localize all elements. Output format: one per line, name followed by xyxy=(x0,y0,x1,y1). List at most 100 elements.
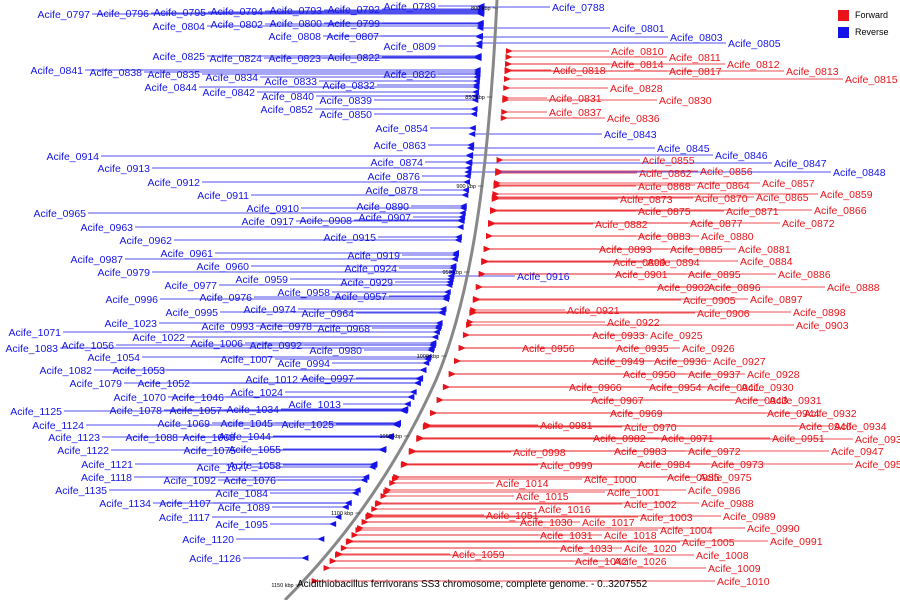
gene-label[interactable]: Acife_1012 xyxy=(245,374,298,386)
gene-label[interactable]: Acife_0893 xyxy=(599,244,652,256)
gene-label[interactable]: Acife_1125 xyxy=(10,406,62,418)
forward-gene-feature[interactable] xyxy=(505,54,513,60)
gene-label[interactable]: Acife_1010 xyxy=(717,576,770,588)
gene-label[interactable]: Acife_1056 xyxy=(61,340,114,352)
forward-gene-feature[interactable] xyxy=(366,512,374,518)
gene-label[interactable]: Acife_0914 xyxy=(46,151,99,163)
gene-label[interactable]: Acife_1022 xyxy=(132,332,185,344)
gene-label[interactable]: Acife_0845 xyxy=(657,143,710,155)
gene-label[interactable]: Acife_0811 xyxy=(669,52,721,64)
gene-label[interactable]: Acife_0862 xyxy=(639,168,692,180)
gene-label[interactable]: Acife_0988 xyxy=(701,498,754,510)
gene-label[interactable]: Acife_0997 xyxy=(301,373,354,385)
gene-label[interactable]: Acife_1017 xyxy=(582,517,635,529)
forward-gene-feature[interactable] xyxy=(335,551,343,557)
gene-label[interactable]: Acife_0818 xyxy=(553,65,606,77)
reverse-gene-feature[interactable] xyxy=(470,111,478,117)
gene-label[interactable]: Acife_0984 xyxy=(638,459,691,471)
gene-label[interactable]: Acife_0981 xyxy=(540,420,593,432)
forward-gene-feature[interactable] xyxy=(462,332,470,338)
reverse-gene-feature[interactable] xyxy=(470,106,478,112)
gene-label[interactable]: Acife_0947 xyxy=(831,446,884,458)
gene-label[interactable]: Acife_1031 xyxy=(540,530,593,542)
gene-label[interactable]: Acife_1054 xyxy=(87,352,140,364)
gene-label[interactable]: Acife_1089 xyxy=(217,502,270,514)
reverse-gene-feature[interactable] xyxy=(465,159,473,165)
gene-label[interactable]: Acife_0795 xyxy=(153,7,206,19)
forward-gene-feature[interactable] xyxy=(481,259,489,265)
gene-label[interactable]: Acife_0968 xyxy=(317,323,370,335)
gene-label[interactable]: Acife_0959 xyxy=(235,274,288,286)
gene-label[interactable]: Acife_0876 xyxy=(367,171,420,183)
gene-label[interactable]: Acife_0952 xyxy=(855,459,900,471)
gene-label[interactable]: Acife_0916 xyxy=(517,271,570,283)
gene-label[interactable]: Acife_1001 xyxy=(607,487,660,499)
gene-label[interactable]: Acife_0834 xyxy=(205,72,258,84)
gene-label[interactable]: Acife_1134 xyxy=(99,498,151,510)
forward-gene-feature[interactable] xyxy=(496,157,504,163)
gene-label[interactable]: Acife_1016 xyxy=(538,504,591,516)
reverse-gene-feature[interactable] xyxy=(446,276,454,282)
forward-gene-feature[interactable] xyxy=(490,208,498,214)
gene-label[interactable]: Acife_0902 xyxy=(657,282,710,294)
gene-label[interactable]: Acife_0992 xyxy=(249,340,302,352)
gene-label[interactable]: Acife_0924 xyxy=(344,263,397,275)
gene-label[interactable]: Acife_1024 xyxy=(230,387,283,399)
forward-gene-feature[interactable] xyxy=(400,462,408,468)
gene-label[interactable]: Acife_1009 xyxy=(708,563,761,575)
gene-label[interactable]: Acife_0912 xyxy=(147,177,200,189)
gene-label[interactable]: Acife_0788 xyxy=(552,2,605,14)
gene-label[interactable]: Acife_0910 xyxy=(246,203,299,215)
gene-label[interactable]: Acife_1068 xyxy=(182,432,235,444)
gene-label[interactable]: Acife_0833 xyxy=(264,76,317,88)
gene-label[interactable]: Acife_0828 xyxy=(610,83,663,95)
gene-label[interactable]: Acife_0856 xyxy=(700,166,753,178)
reverse-gene-feature[interactable] xyxy=(431,334,439,340)
gene-label[interactable]: Acife_0802 xyxy=(210,19,263,31)
reverse-gene-feature[interactable] xyxy=(471,97,479,103)
forward-gene-feature[interactable] xyxy=(483,246,491,252)
forward-gene-feature[interactable] xyxy=(430,410,438,416)
forward-gene-feature[interactable] xyxy=(501,109,509,115)
forward-gene-feature[interactable] xyxy=(472,297,480,303)
gene-label[interactable]: Acife_0840 xyxy=(261,91,314,103)
gene-label[interactable]: Acife_0792 xyxy=(327,4,380,16)
reverse-gene-feature[interactable] xyxy=(368,464,376,470)
reverse-gene-feature[interactable] xyxy=(386,434,394,440)
forward-gene-feature[interactable] xyxy=(389,480,397,486)
forward-gene-feature[interactable] xyxy=(486,233,494,239)
gene-label[interactable]: Acife_0855 xyxy=(642,155,695,167)
gene-label[interactable]: Acife_1013 xyxy=(288,399,341,411)
gene-label[interactable]: Acife_1107 xyxy=(159,498,211,510)
gene-label[interactable]: Acife_0986 xyxy=(688,485,741,497)
forward-gene-feature[interactable] xyxy=(458,345,466,351)
gene-label[interactable]: Acife_1033 xyxy=(560,543,613,555)
gene-label[interactable]: Acife_0880 xyxy=(701,231,754,243)
gene-label[interactable]: Acife_0882 xyxy=(595,219,648,231)
gene-label[interactable]: Acife_0812 xyxy=(727,59,780,71)
gene-label[interactable]: Acife_0805 xyxy=(728,38,781,50)
gene-label[interactable]: Acife_1003 xyxy=(640,512,693,524)
gene-label[interactable]: Acife_0890 xyxy=(356,201,409,213)
reverse-gene-feature[interactable] xyxy=(454,237,462,243)
reverse-gene-feature[interactable] xyxy=(407,394,415,400)
forward-gene-feature[interactable] xyxy=(475,284,483,290)
gene-label[interactable]: Acife_0941 xyxy=(707,382,760,394)
gene-label[interactable]: Acife_0994 xyxy=(277,358,330,370)
gene-label[interactable]: Acife_1023 xyxy=(104,318,157,330)
gene-label[interactable]: Acife_1078 xyxy=(109,405,162,417)
reverse-gene-feature[interactable] xyxy=(472,78,480,84)
gene-label[interactable]: Acife_0922 xyxy=(607,317,660,329)
reverse-gene-feature[interactable] xyxy=(448,269,456,275)
gene-label[interactable]: Acife_0915 xyxy=(323,232,376,244)
forward-gene-feature[interactable] xyxy=(391,476,399,482)
gene-label[interactable]: Acife_0823 xyxy=(268,53,321,65)
gene-label[interactable]: Acife_0928 xyxy=(747,369,800,381)
gene-label[interactable]: Acife_0884 xyxy=(740,256,793,268)
gene-label[interactable]: Acife_0985 xyxy=(667,472,720,484)
gene-label[interactable]: Acife_0935 xyxy=(616,343,669,355)
reverse-gene-feature[interactable] xyxy=(472,84,480,90)
forward-gene-feature[interactable] xyxy=(454,358,462,364)
forward-gene-feature[interactable] xyxy=(504,67,512,73)
gene-label[interactable]: Acife_1077 xyxy=(196,462,249,474)
